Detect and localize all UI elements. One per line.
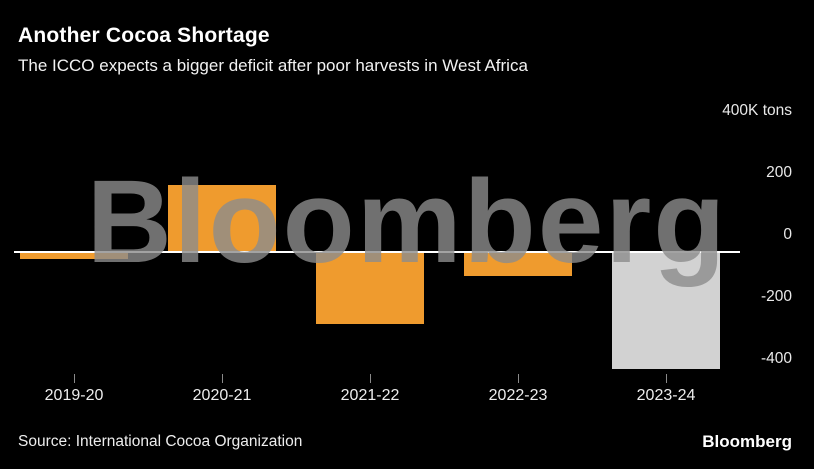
source-text: Source: International Cocoa Organization [18,433,303,450]
zero-axis-line [14,251,740,253]
chart-subtitle: The ICCO expects a bigger deficit after … [18,56,528,75]
x-axis-tick [222,374,223,383]
y-axis-label: 200 [766,164,792,181]
y-axis-label: -400 [760,350,792,367]
x-axis-tick [74,374,75,383]
x-axis-label: 2022-23 [488,387,548,404]
y-axis-label: -200 [760,288,792,305]
bar-2023-24 [612,253,720,369]
x-axis-label: 2021-22 [340,387,400,404]
x-axis-tick [666,374,667,383]
bar-2020-21 [168,184,276,252]
y-axis-label: 0 [783,226,792,243]
bar-2019-20 [20,253,128,260]
x-axis-tick [518,374,519,383]
chart-title: Another Cocoa Shortage [18,24,270,47]
bloomberg-logo: Bloomberg [702,432,792,451]
x-axis-label: 2020-21 [192,387,252,404]
bar-2021-22 [316,253,424,325]
x-axis-label: 2019-20 [44,387,104,404]
y-axis-label: 400K tons [722,102,792,119]
bar-2022-23 [464,253,572,276]
x-axis-tick [370,374,371,383]
x-axis-label: 2023-24 [636,387,696,404]
